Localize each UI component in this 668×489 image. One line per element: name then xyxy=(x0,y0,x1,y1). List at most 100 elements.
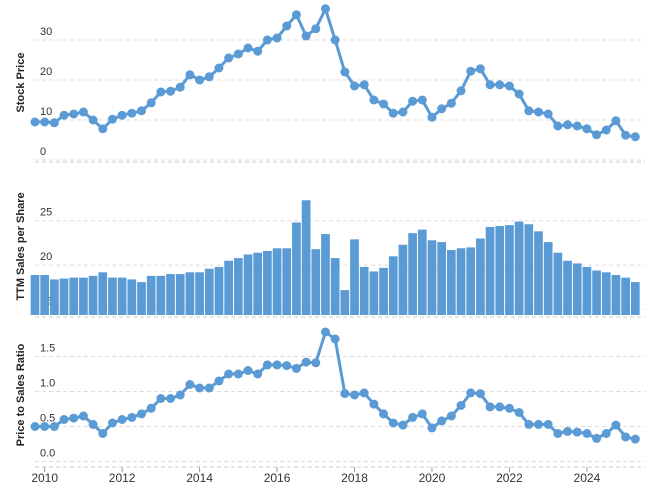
point xyxy=(388,108,398,118)
point xyxy=(553,121,563,131)
point xyxy=(214,376,224,386)
bar xyxy=(127,279,137,315)
point xyxy=(195,383,205,393)
bar xyxy=(611,274,621,315)
point xyxy=(146,98,156,108)
point xyxy=(427,112,437,122)
bar xyxy=(456,248,466,315)
bar xyxy=(330,258,340,315)
bar xyxy=(263,250,272,315)
x-tick-label: 2018 xyxy=(341,471,368,485)
point xyxy=(49,422,59,431)
bar xyxy=(534,231,543,315)
bar xyxy=(166,274,175,315)
point xyxy=(224,53,234,63)
bar xyxy=(572,263,582,315)
point xyxy=(253,369,263,379)
bar xyxy=(233,258,243,315)
y-tick-label: 20 xyxy=(40,251,52,263)
point xyxy=(359,388,369,398)
point xyxy=(30,422,40,431)
point xyxy=(166,86,176,96)
point xyxy=(359,80,369,90)
point xyxy=(146,403,156,413)
point xyxy=(446,98,456,108)
point xyxy=(117,415,127,424)
x-tick-label: 2016 xyxy=(264,471,291,485)
point xyxy=(611,420,621,430)
point xyxy=(156,394,166,403)
point xyxy=(204,72,214,82)
bar xyxy=(301,200,311,315)
bar xyxy=(98,272,108,315)
point xyxy=(195,75,205,85)
bar xyxy=(495,226,505,315)
point xyxy=(320,327,330,337)
point xyxy=(127,412,137,422)
bar xyxy=(543,242,553,315)
point xyxy=(592,433,602,443)
point xyxy=(107,114,117,124)
point xyxy=(446,411,456,421)
bar xyxy=(79,277,88,315)
x-tick-label: 2022 xyxy=(496,471,523,485)
point xyxy=(398,420,408,430)
point xyxy=(78,411,88,421)
y-tick-label: 20 xyxy=(40,66,52,78)
bar xyxy=(69,277,79,315)
bar xyxy=(582,266,592,315)
point xyxy=(466,388,476,398)
point xyxy=(291,363,301,373)
bar xyxy=(311,249,321,315)
point xyxy=(621,130,631,140)
point xyxy=(417,409,427,419)
point xyxy=(524,419,534,429)
bar xyxy=(272,248,282,315)
bar xyxy=(553,252,563,315)
point xyxy=(88,115,98,125)
point xyxy=(69,413,79,423)
point xyxy=(543,109,553,119)
point xyxy=(379,99,389,109)
point xyxy=(398,107,408,117)
point xyxy=(533,419,543,429)
point xyxy=(495,80,505,90)
point xyxy=(456,86,466,96)
point xyxy=(330,334,340,344)
bar xyxy=(350,239,359,315)
point xyxy=(78,107,88,117)
point xyxy=(69,109,79,119)
point xyxy=(59,110,69,120)
bar xyxy=(185,272,195,315)
bar xyxy=(417,229,427,315)
point xyxy=(475,64,485,74)
point xyxy=(282,361,292,371)
bar xyxy=(398,244,408,315)
point xyxy=(572,121,582,131)
point xyxy=(388,418,398,428)
point xyxy=(485,80,495,90)
bar xyxy=(505,225,514,315)
point xyxy=(495,402,505,412)
bar xyxy=(195,272,204,315)
y-tick-label: 1.5 xyxy=(40,343,55,355)
point xyxy=(485,402,495,412)
bar xyxy=(476,238,485,315)
point xyxy=(630,434,640,444)
point xyxy=(204,383,214,393)
point xyxy=(301,357,311,367)
point xyxy=(514,89,524,99)
point xyxy=(369,399,379,409)
point xyxy=(98,124,108,134)
x-tick-label: 2020 xyxy=(419,471,446,485)
bar xyxy=(253,252,263,315)
point xyxy=(601,429,611,438)
point xyxy=(175,82,185,92)
point xyxy=(533,107,543,117)
point xyxy=(330,35,340,45)
point xyxy=(40,422,50,431)
point xyxy=(379,409,389,419)
point xyxy=(311,358,321,368)
bar xyxy=(369,271,379,315)
point xyxy=(582,124,592,134)
